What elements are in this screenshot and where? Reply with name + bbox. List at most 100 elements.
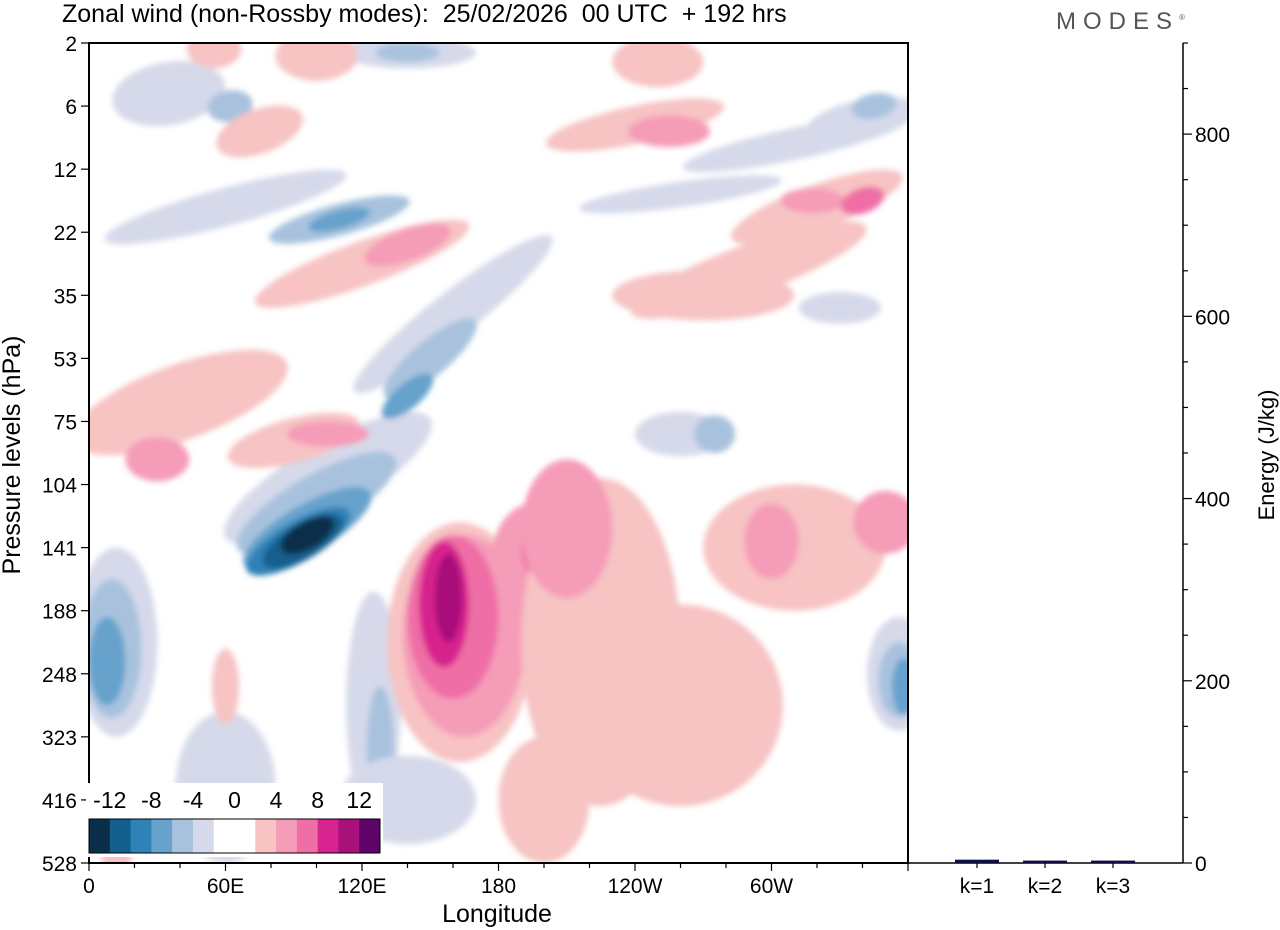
- contour-blob: [840, 186, 885, 215]
- brand-text: MODES: [1056, 8, 1180, 35]
- contour-blob: [353, 235, 553, 394]
- contour-blob: [216, 105, 304, 158]
- colorbar-tick-label: -4: [183, 787, 204, 813]
- contour-blob: [612, 43, 704, 88]
- colorbar-swatch: [89, 819, 111, 853]
- contour-blob: [744, 503, 799, 580]
- y-tick-label: 141: [42, 538, 77, 561]
- contour-blob: [280, 515, 334, 555]
- x-axis-label: Longitude: [442, 900, 552, 928]
- contour-blob: [104, 169, 347, 245]
- energy-x-tick-label: k=1: [960, 875, 994, 898]
- contour-blob: [434, 553, 463, 643]
- x-tick-label: 60W: [750, 875, 793, 898]
- energy-tick-label: 600: [1195, 306, 1230, 329]
- contour-blob: [612, 270, 795, 321]
- y-tick-label: 22: [54, 222, 77, 245]
- y-tick-label: 53: [54, 348, 77, 371]
- contour-blob: [579, 175, 782, 214]
- colorbar: -12 -8 -4 0 4 8 12: [86, 783, 383, 857]
- energy-tick-label: 200: [1195, 671, 1230, 694]
- heatmap-field: [89, 43, 908, 863]
- colorbar-swatch: [296, 819, 319, 853]
- colorbar-swatch: [192, 819, 215, 853]
- energy-bar: [1023, 860, 1067, 863]
- brand-mark: ®: [1179, 13, 1185, 22]
- colorbar-tick-label: 8: [311, 787, 324, 813]
- y-tick-label: 528: [42, 853, 77, 876]
- contour-blob: [521, 459, 613, 599]
- contour-blob: [186, 43, 242, 69]
- y-tick-label: 323: [42, 727, 77, 750]
- energy-bar: [955, 859, 999, 863]
- contour-blob: [498, 736, 590, 863]
- modes-logo: MODES®: [1056, 8, 1185, 36]
- contour-blob: [381, 373, 434, 419]
- colorbar-tick-label: -12: [93, 787, 126, 813]
- contour-blob: [211, 648, 240, 725]
- x-tick-label: 60E: [207, 875, 244, 898]
- y-tick-label: 12: [54, 159, 77, 182]
- colorbar-border: [88, 818, 381, 854]
- y-tick-label: 6: [65, 96, 77, 119]
- contour-blob: [694, 415, 736, 453]
- y-axis: 2 6 12 22 35 53 75 104 141 188 248 323 416 528: [42, 33, 89, 876]
- contour-blob: [851, 92, 897, 120]
- y-tick-label: 2: [65, 33, 77, 56]
- contour-blob: [89, 349, 288, 456]
- energy-tick-label: 800: [1195, 124, 1230, 147]
- contour-blob: [286, 421, 369, 447]
- colorbar-swatch: [130, 819, 152, 853]
- contour-blob: [780, 188, 845, 214]
- colorbar-tick-label: 0: [228, 787, 241, 813]
- contour-blob: [207, 90, 253, 123]
- contour-blob: [383, 318, 477, 399]
- y-tick-label: 416: [42, 790, 77, 813]
- x-tick-label: 120W: [608, 875, 663, 898]
- contour-blob: [125, 437, 190, 482]
- contour-blob: [89, 617, 126, 706]
- colorbar-swatch: [338, 819, 360, 853]
- contour-blob: [853, 490, 908, 554]
- contour-blob: [578, 604, 783, 807]
- energy-axis-label: Energy (J/kg): [1254, 390, 1279, 521]
- colorbar-tick-label: -8: [141, 787, 161, 813]
- colorbar-swatch: [234, 819, 256, 853]
- x-tick-label: 120E: [337, 875, 386, 898]
- contour-blob: [892, 658, 908, 715]
- colorbar-swatch: [109, 819, 132, 853]
- colorbar-swatch: [172, 819, 194, 853]
- colorbar-tick-label: 4: [270, 787, 283, 813]
- x-tick-label: 180: [481, 875, 516, 898]
- colorbar-swatch: [255, 819, 277, 853]
- y-tick-label: 75: [54, 411, 77, 434]
- contour-blob: [798, 292, 881, 324]
- colorbar-swatch: [276, 819, 298, 853]
- chart-title: Zonal wind (non-Rossby modes): 25/02/202…: [62, 0, 787, 28]
- energy-bar-panel: 0 200 400 600 800 k=1 k=2 k=3: [908, 42, 1230, 898]
- energy-x-tick-label: k=2: [1028, 875, 1062, 898]
- y-tick-label: 188: [42, 601, 77, 624]
- contour-blob: [375, 43, 440, 62]
- colorbar-swatch: [213, 819, 235, 853]
- energy-tick-label: 0: [1195, 853, 1207, 876]
- x-tick-label: 0: [83, 875, 95, 898]
- x-axis: 0 60E 120E 180 120W 60W: [83, 863, 909, 898]
- contour-blob: [275, 43, 358, 81]
- y-tick-label: 104: [42, 475, 77, 498]
- y-tick-label: 35: [54, 285, 77, 308]
- y-axis-label: Pressure levels (hPa): [0, 336, 26, 575]
- contour-blob: [364, 223, 451, 267]
- colorbar-tick-label: 12: [346, 787, 372, 813]
- contour-blob: [112, 60, 225, 127]
- energy-x-tick-label: k=3: [1096, 875, 1130, 898]
- colorbar-swatch: [151, 819, 173, 853]
- colorbar-swatch: [359, 819, 381, 853]
- energy-tick-label: 400: [1195, 489, 1230, 512]
- colorbar-swatch: [317, 819, 339, 853]
- contour-blob: [628, 115, 711, 148]
- energy-bar: [1091, 860, 1135, 863]
- y-tick-label: 248: [42, 664, 77, 687]
